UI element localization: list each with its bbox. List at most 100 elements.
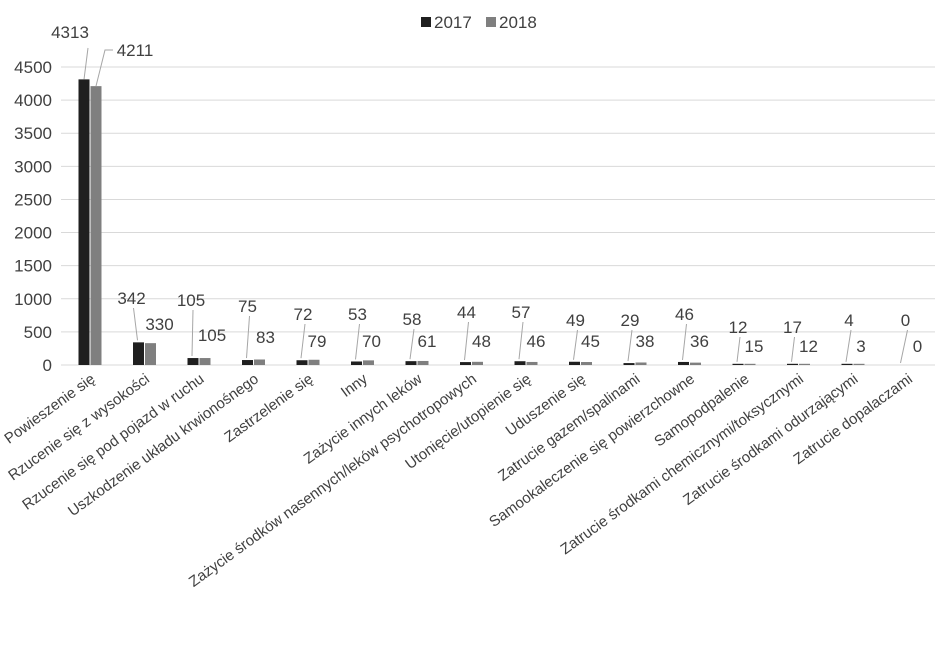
data-label-2018: 79 xyxy=(308,332,327,351)
y-tick-label: 500 xyxy=(24,323,52,342)
y-tick-label: 1500 xyxy=(14,257,52,276)
bar-2018 xyxy=(744,363,756,365)
data-label-2017: 12 xyxy=(729,318,748,337)
data-label-2017: 17 xyxy=(783,318,802,337)
bar-2018 xyxy=(90,86,102,366)
x-category-label: Inny xyxy=(338,370,371,401)
bar-2017 xyxy=(78,79,90,366)
gridlines xyxy=(61,66,935,366)
leader-line xyxy=(246,315,250,359)
bar-2018 xyxy=(799,363,810,365)
bar-2017 xyxy=(133,342,144,365)
bar-2018 xyxy=(635,362,647,365)
bar-2018 xyxy=(853,363,865,365)
data-label-2018: 4211 xyxy=(117,41,154,60)
bar-2017 xyxy=(569,361,580,365)
bar-2018 xyxy=(363,360,374,365)
data-label-2017: 44 xyxy=(457,303,476,322)
leader-line xyxy=(409,328,415,360)
y-tick-label: 0 xyxy=(43,356,52,375)
data-label-2018: 38 xyxy=(636,332,655,351)
leader-line xyxy=(355,323,360,360)
data-label-2018: 61 xyxy=(418,332,437,351)
bar-2017 xyxy=(732,363,744,365)
data-label-2017: 49 xyxy=(566,311,585,330)
data-label-2017: 46 xyxy=(675,305,694,324)
leader-line xyxy=(191,309,194,357)
y-axis-ticks: 0 500 1000 1500 2000 2500 3000 3500 4000 4500 xyxy=(14,58,52,375)
bar-2018 xyxy=(472,361,483,365)
data-label-2017: 105 xyxy=(177,291,205,310)
legend-label-2018: 2018 xyxy=(499,13,537,32)
bars xyxy=(78,79,865,366)
data-label-2018: 12 xyxy=(799,337,818,356)
legend-label-2017: 2017 xyxy=(434,13,472,32)
bar-2018 xyxy=(199,358,211,365)
data-label-2017: 29 xyxy=(621,311,640,330)
y-tick-label: 3500 xyxy=(14,124,52,143)
label-leader-lines xyxy=(83,47,908,364)
data-label-2018: 0 xyxy=(913,337,922,356)
y-tick-label: 2000 xyxy=(14,224,52,243)
data-label-2017: 53 xyxy=(348,305,367,324)
bar-2017 xyxy=(405,361,417,365)
leader-line xyxy=(133,307,138,341)
bar-2018 xyxy=(417,360,429,365)
data-label-2017: 0 xyxy=(901,311,910,330)
bar-2018 xyxy=(308,359,320,365)
leader-line xyxy=(573,329,578,360)
legend-swatch-2018 xyxy=(486,17,496,27)
data-label-2018: 46 xyxy=(527,332,546,351)
leader-line xyxy=(95,49,113,87)
bar-2018 xyxy=(254,359,265,365)
y-tick-label: 4000 xyxy=(14,91,52,110)
data-label-2018: 48 xyxy=(472,332,491,351)
bar-2017 xyxy=(514,361,526,365)
data-label-2018: 36 xyxy=(690,332,709,351)
data-labels: 4313421134233010510575837279537058614448… xyxy=(51,23,922,356)
leader-line xyxy=(845,329,852,362)
bar-2017 xyxy=(351,361,362,365)
legend-swatch-2017 xyxy=(421,17,431,27)
bar-2017 xyxy=(187,358,199,365)
leader-line xyxy=(464,321,469,361)
bar-2017 xyxy=(296,360,308,365)
leader-line xyxy=(791,336,795,362)
leader-line xyxy=(627,329,633,362)
bar-2018 xyxy=(526,361,538,365)
leader-line xyxy=(83,47,89,80)
leader-line xyxy=(300,323,306,359)
bar-2017 xyxy=(678,361,689,365)
data-label-2018: 83 xyxy=(256,328,275,347)
data-label-2017: 72 xyxy=(294,305,313,324)
x-category-label: Powieszenie się xyxy=(1,370,98,447)
data-label-2017: 57 xyxy=(512,303,531,322)
data-label-2018: 3 xyxy=(856,337,865,356)
leader-line xyxy=(518,321,524,360)
y-tick-label: 3000 xyxy=(14,157,52,176)
leader-line xyxy=(900,329,908,364)
legend: 2017 2018 xyxy=(421,13,537,32)
data-label-2018: 15 xyxy=(745,337,764,356)
leader-line xyxy=(682,323,687,361)
data-label-2018: 105 xyxy=(198,326,226,345)
data-label-2017: 4313 xyxy=(51,23,89,42)
y-tick-label: 4500 xyxy=(14,58,52,77)
y-tick-label: 2500 xyxy=(14,190,52,209)
data-label-2017: 75 xyxy=(238,297,257,316)
data-label-2017: 58 xyxy=(403,310,422,329)
bar-2018 xyxy=(581,362,592,365)
data-label-2017: 342 xyxy=(117,289,145,308)
bar-2018 xyxy=(690,362,701,365)
bar-2018 xyxy=(145,343,156,365)
data-label-2018: 330 xyxy=(145,315,173,334)
bar-2017 xyxy=(623,363,635,365)
bar-2017 xyxy=(460,362,471,365)
y-tick-label: 1000 xyxy=(14,290,52,309)
bar-2017 xyxy=(841,363,853,365)
bar-2017 xyxy=(242,360,253,365)
data-label-2018: 70 xyxy=(362,332,381,351)
data-label-2017: 4 xyxy=(844,311,853,330)
